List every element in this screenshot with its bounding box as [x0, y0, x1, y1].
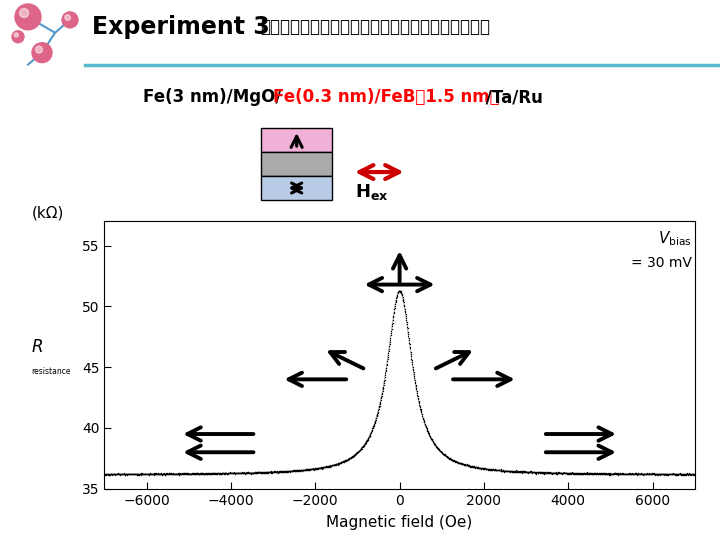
- Circle shape: [35, 46, 42, 53]
- Text: $V_{\mathrm{bias}}$: $V_{\mathrm{bias}}$: [658, 230, 692, 248]
- Text: = 30 mV: = 30 mV: [631, 256, 692, 270]
- Circle shape: [12, 31, 24, 43]
- Text: Fe(0.3 nm)/FeB（1.5 nm）: Fe(0.3 nm)/FeB（1.5 nm）: [273, 89, 500, 106]
- Circle shape: [14, 33, 18, 37]
- Text: /Ta/Ru: /Ta/Ru: [480, 89, 543, 106]
- Text: Fe(3 nm)/MgO/: Fe(3 nm)/MgO/: [143, 89, 282, 106]
- Circle shape: [19, 9, 29, 17]
- Circle shape: [62, 12, 78, 28]
- Text: Experiment 3: Experiment 3: [92, 15, 270, 39]
- Bar: [261, 128, 332, 152]
- Text: $\mathbf{H}_{\mathbf{ex}}$: $\mathbf{H}_{\mathbf{ex}}$: [356, 182, 389, 202]
- Circle shape: [32, 43, 52, 63]
- Text: $R$: $R$: [30, 338, 42, 356]
- Bar: [261, 152, 332, 176]
- Text: (kΩ): (kΩ): [32, 205, 65, 220]
- Bar: [261, 176, 332, 200]
- X-axis label: Magnetic field (Oe): Magnetic field (Oe): [326, 515, 473, 530]
- Circle shape: [15, 4, 41, 30]
- Circle shape: [65, 15, 71, 21]
- Text: resistance: resistance: [32, 367, 71, 376]
- Text: トンネル磁気抗抵素子における電界磁気異方性制御: トンネル磁気抗抵素子における電界磁気異方性制御: [260, 18, 490, 36]
